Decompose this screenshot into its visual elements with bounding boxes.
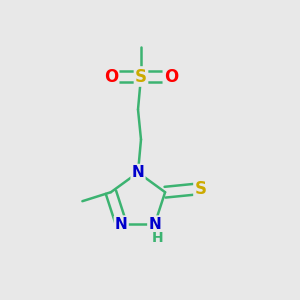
Text: S: S — [194, 180, 206, 198]
Text: N: N — [115, 217, 128, 232]
Text: N: N — [148, 217, 161, 232]
Text: N: N — [132, 165, 144, 180]
Text: S: S — [135, 68, 147, 85]
Text: H: H — [151, 232, 163, 245]
Text: O: O — [164, 68, 178, 85]
Text: O: O — [104, 68, 118, 85]
